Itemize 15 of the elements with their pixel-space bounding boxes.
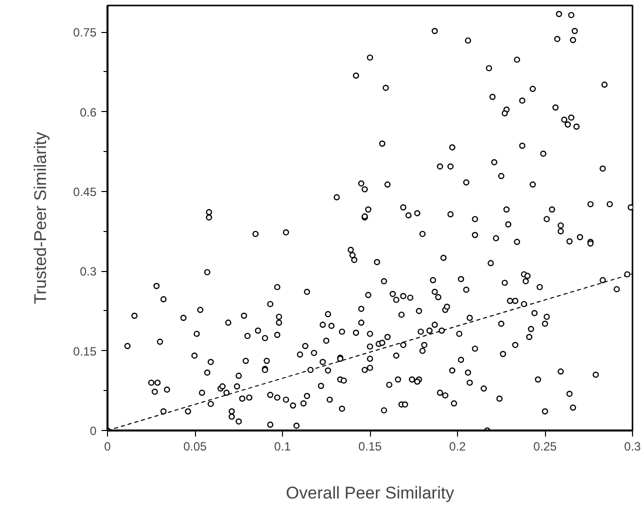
x-tick-label: 0.15: [358, 440, 382, 454]
y-tick-label: 0.75: [73, 26, 97, 40]
y-tick-label: 0.3: [80, 264, 97, 279]
y-axis-title: Trusted-Peer Similarity: [31, 131, 50, 304]
y-tick-label: 0.15: [73, 344, 97, 358]
x-tick-label: 0.2: [449, 440, 466, 454]
y-tick-label: 0.45: [73, 184, 97, 199]
x-tick-label: 0.25: [533, 440, 558, 454]
x-tick-label: 0.3: [624, 440, 642, 454]
x-tick-label: 0.05: [183, 440, 208, 454]
x-tick-label: 0.1: [274, 440, 292, 454]
y-tick-label: 0.6: [80, 105, 97, 120]
x-tick-label: 0: [104, 440, 112, 454]
x-axis-title: Overall Peer Similarity: [286, 484, 455, 502]
y-tick-label: 0: [90, 424, 97, 438]
